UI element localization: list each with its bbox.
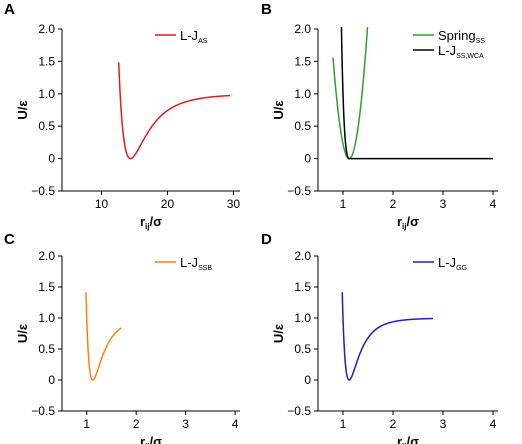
y-tick-label: 1.0 <box>294 311 311 325</box>
y-tick-label: 2.0 <box>38 22 55 36</box>
y-tick-label: 2.0 <box>294 249 311 263</box>
x-tick-label: 20 <box>161 197 175 211</box>
y-tick-label: 1.0 <box>38 311 55 325</box>
x-tick-label: 2 <box>390 417 397 431</box>
x-tick-label: 1 <box>83 417 90 431</box>
panel-label-A: A <box>4 1 15 18</box>
y-tick-label: 0.5 <box>294 342 311 356</box>
legend-label: L-JAS <box>180 28 208 45</box>
series-line-A-1 <box>117 62 231 160</box>
series-line-D-1 <box>341 292 434 381</box>
y-tick-label: 0.5 <box>294 119 311 133</box>
panel-label-C: C <box>4 231 15 248</box>
y-tick-label: 0 <box>48 152 55 166</box>
series-line-B-1 <box>332 27 369 160</box>
x-axis-title: rij/σ <box>140 214 162 231</box>
panel-label-B: B <box>261 1 272 18</box>
y-tick-label: −0.5 <box>31 404 55 418</box>
x-tick-label: 1 <box>340 417 347 431</box>
y-tick-label: 1.5 <box>294 54 311 68</box>
x-tick-label: 3 <box>440 197 447 211</box>
x-tick-label: 30 <box>227 197 241 211</box>
y-tick-label: −0.5 <box>287 404 311 418</box>
x-tick-label: 4 <box>490 417 497 431</box>
y-tick-label: 0.5 <box>38 342 55 356</box>
x-tick-label: 3 <box>182 417 189 431</box>
series-line-C-1 <box>85 292 122 381</box>
x-tick-label: 4 <box>490 197 497 211</box>
x-tick-label: 10 <box>95 197 109 211</box>
y-tick-label: 0.5 <box>38 119 55 133</box>
legend-label: L-JGG <box>438 255 467 272</box>
y-tick-label: −0.5 <box>287 184 311 198</box>
y-tick-label: 1.5 <box>294 280 311 294</box>
y-axis-title: U/ε <box>15 324 30 343</box>
y-tick-label: 0 <box>304 152 311 166</box>
y-tick-label: 0 <box>48 373 55 387</box>
panel-B: B −0.5 0 0.5 1.0 1.5 2.0 1 2 3 4 rij/σ U/ε SpringSSL-… <box>261 1 498 231</box>
x-axis-title: rij/σ <box>397 434 419 444</box>
x-axis-title: rij/σ <box>397 214 419 231</box>
x-axis-title: rij/σ <box>140 434 162 444</box>
x-tick-label: 1 <box>340 197 347 211</box>
x-tick-label: 4 <box>232 417 239 431</box>
panel-C: C −0.5 0 0.5 1.0 1.5 2.0 1 2 3 4 rij/σ U/ε L-JSSB <box>4 231 240 444</box>
y-tick-label: −0.5 <box>31 184 55 198</box>
y-tick-label: 1.5 <box>38 280 55 294</box>
x-tick-label: 2 <box>390 197 397 211</box>
panel-A: A −0.5 0 0.5 1.0 1.5 2.0 10 20 30 rij/σ U/ε L-JAS <box>4 1 240 231</box>
panel-D: D −0.5 0 0.5 1.0 1.5 2.0 1 2 3 4 rij/σ U/ε L-JGG <box>261 231 498 444</box>
y-tick-label: 2.0 <box>38 249 55 263</box>
legend-label: SpringSS <box>438 28 485 45</box>
panel-label-D: D <box>261 231 272 248</box>
x-tick-label: 3 <box>440 417 447 431</box>
legend-label: L-JSSB <box>180 255 212 272</box>
y-axis-title: U/ε <box>271 324 286 343</box>
series-line-B-2 <box>340 27 493 160</box>
y-axis-title: U/ε <box>271 100 286 119</box>
y-axis-title: U/ε <box>15 100 30 119</box>
x-tick-label: 2 <box>133 417 140 431</box>
y-tick-label: 1.0 <box>38 87 55 101</box>
y-tick-label: 0 <box>304 373 311 387</box>
y-tick-label: 2.0 <box>294 22 311 36</box>
legend-label: L-JSS,WCA <box>438 43 484 60</box>
y-tick-label: 1.5 <box>38 54 55 68</box>
y-tick-label: 1.0 <box>294 87 311 101</box>
